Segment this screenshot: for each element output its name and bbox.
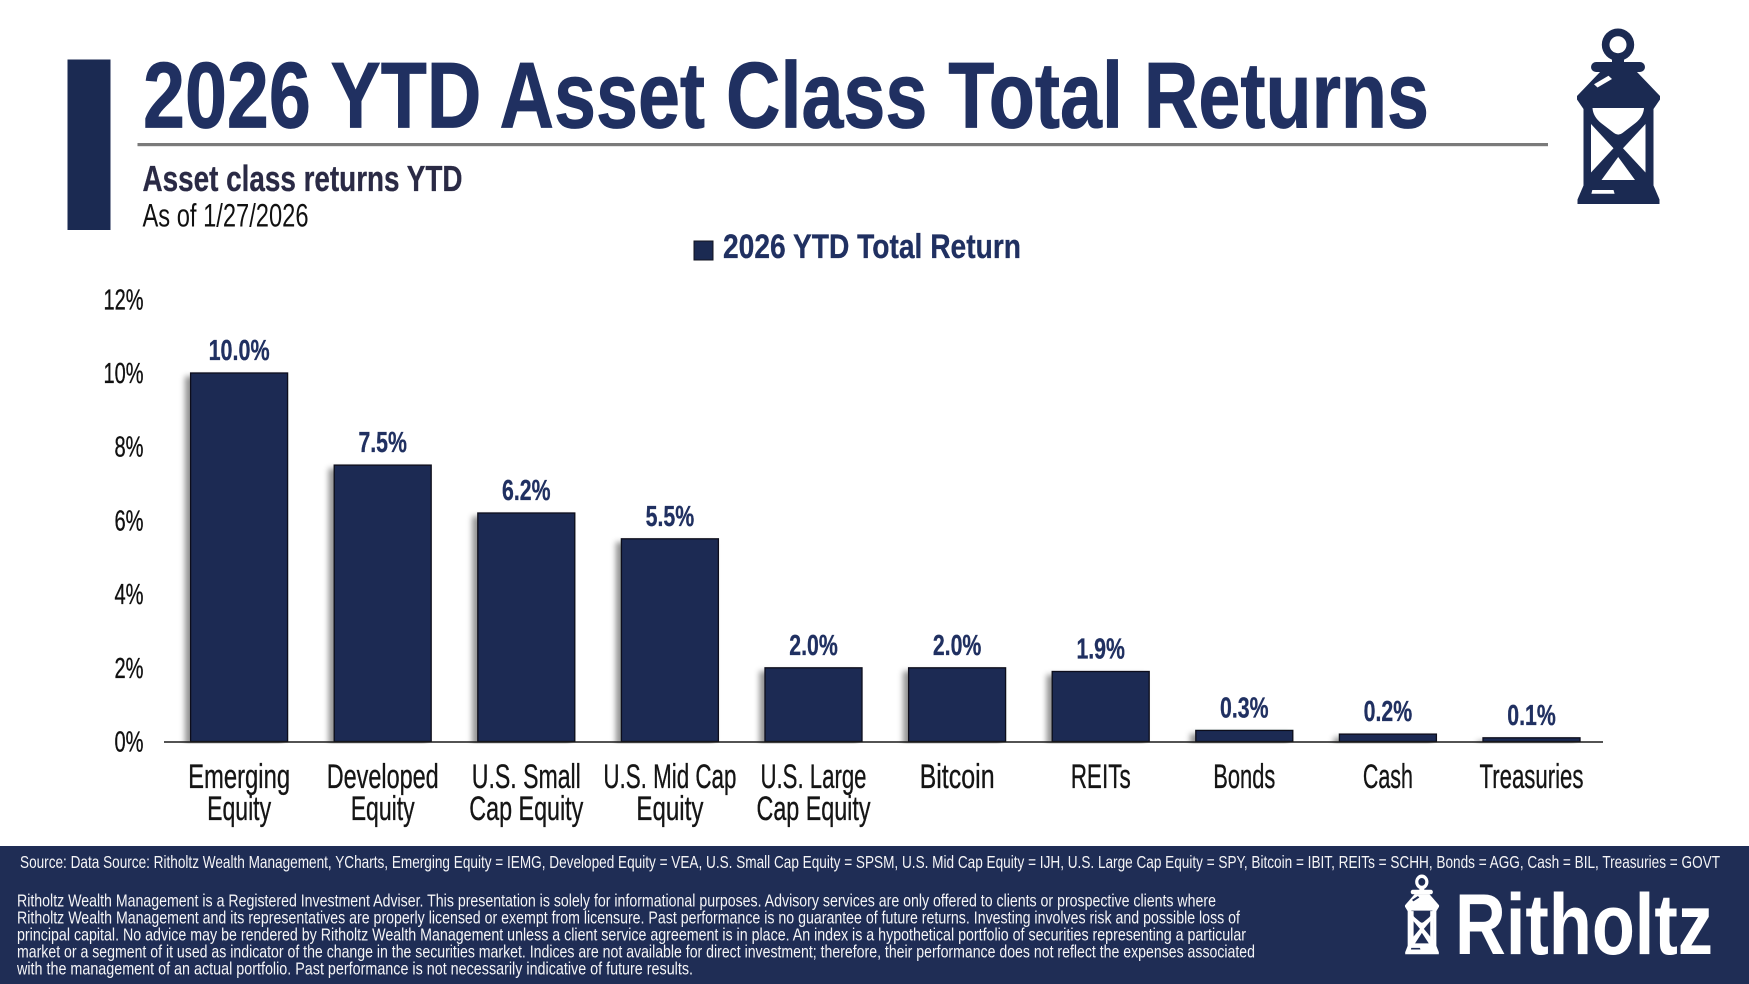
svg-text:2%: 2% bbox=[115, 653, 144, 685]
svg-text:market or a segment of it used: market or a segment of it used as indica… bbox=[17, 942, 1255, 962]
svg-text:Equity: Equity bbox=[636, 790, 703, 828]
svg-text:As of 1/27/2026: As of 1/27/2026 bbox=[143, 198, 309, 234]
svg-text:Treasuries: Treasuries bbox=[1480, 758, 1584, 796]
svg-text:2026 YTD Total Return: 2026 YTD Total Return bbox=[723, 228, 1021, 266]
svg-text:5.5%: 5.5% bbox=[646, 501, 695, 533]
svg-text:Emerging: Emerging bbox=[188, 758, 290, 796]
svg-text:U.S. Small: U.S. Small bbox=[472, 758, 581, 796]
svg-text:6%: 6% bbox=[115, 505, 144, 537]
svg-text:Ritholtz Wealth Management and: Ritholtz Wealth Management and its repre… bbox=[17, 908, 1240, 928]
svg-text:Equity: Equity bbox=[351, 790, 415, 828]
svg-text:0.3%: 0.3% bbox=[1220, 692, 1269, 724]
svg-text:Ritholtz: Ritholtz bbox=[1455, 877, 1713, 973]
svg-text:with the management of an actu: with the management of an actual portfol… bbox=[16, 959, 693, 979]
svg-text:Developed: Developed bbox=[327, 758, 439, 796]
svg-text:0.2%: 0.2% bbox=[1364, 696, 1413, 728]
svg-text:Ritholtz Wealth Management is: Ritholtz Wealth Management is a Register… bbox=[17, 891, 1216, 911]
svg-text:0.1%: 0.1% bbox=[1507, 700, 1556, 732]
svg-text:1.9%: 1.9% bbox=[1076, 634, 1125, 666]
svg-text:Cash: Cash bbox=[1363, 758, 1413, 796]
svg-text:4%: 4% bbox=[115, 579, 144, 611]
svg-text:8%: 8% bbox=[115, 432, 144, 464]
svg-text:U.S. Large: U.S. Large bbox=[761, 758, 867, 796]
svg-text:Cap Equity: Cap Equity bbox=[757, 790, 871, 828]
svg-text:Asset class returns YTD: Asset class returns YTD bbox=[143, 158, 463, 199]
svg-text:Bitcoin: Bitcoin bbox=[920, 758, 995, 796]
svg-text:2.0%: 2.0% bbox=[789, 630, 838, 662]
svg-text:7.5%: 7.5% bbox=[358, 427, 407, 459]
svg-text:12%: 12% bbox=[104, 284, 144, 316]
svg-text:Equity: Equity bbox=[207, 790, 271, 828]
svg-text:0%: 0% bbox=[115, 727, 144, 759]
svg-text:10%: 10% bbox=[104, 358, 144, 390]
svg-text:REITs: REITs bbox=[1071, 758, 1131, 796]
svg-text:2.0%: 2.0% bbox=[933, 630, 982, 662]
svg-text:6.2%: 6.2% bbox=[502, 475, 551, 507]
svg-text:Cap Equity: Cap Equity bbox=[469, 790, 583, 828]
svg-text:10.0%: 10.0% bbox=[209, 335, 270, 367]
svg-text:Source: Data Source: Ritholtz: Source: Data Source: Ritholtz Wealth Man… bbox=[20, 852, 1720, 872]
svg-text:principal capital. No advice m: principal capital. No advice may be rend… bbox=[17, 925, 1246, 945]
svg-text:2026 YTD Asset Class Total Ret: 2026 YTD Asset Class Total Returns bbox=[143, 43, 1429, 148]
svg-text:Bonds: Bonds bbox=[1213, 758, 1275, 796]
svg-text:U.S. Mid Cap: U.S. Mid Cap bbox=[603, 758, 736, 796]
